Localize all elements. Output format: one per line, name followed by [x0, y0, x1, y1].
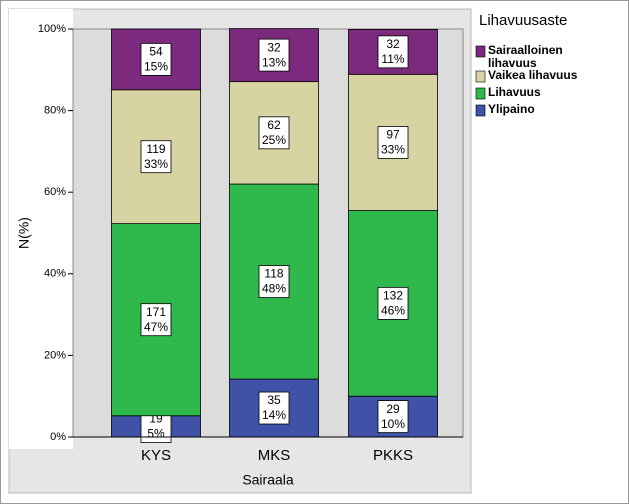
- data-label-box: [258, 391, 290, 425]
- legend-title: Lihavuusaste: [479, 12, 567, 29]
- data-label-percent: 33%: [381, 143, 405, 157]
- data-label-percent: 47%: [144, 320, 168, 334]
- data-label-percent: 11%: [381, 52, 404, 66]
- y-tick-label: 20%: [44, 349, 66, 361]
- legend-label: Vaikea lihavuus: [488, 68, 578, 82]
- data-label-count: 54: [149, 45, 163, 59]
- x-tick-label: MKS: [258, 447, 291, 464]
- data-label-box: [140, 140, 172, 174]
- x-tick-label: KYS: [141, 447, 171, 464]
- x-axis-label: Sairaala: [242, 472, 294, 488]
- data-label-percent: 25%: [262, 133, 286, 147]
- data-label-percent: 46%: [381, 304, 405, 318]
- legend-label: Ylipaino: [488, 102, 535, 116]
- y-tick-label: 100%: [38, 23, 66, 35]
- data-label-box: [377, 286, 409, 320]
- legend-label: Sairaalloinen lihavuus: [488, 43, 563, 70]
- data-label-box: [377, 126, 409, 159]
- y-axis-label: N(%): [16, 217, 32, 249]
- legend-swatch: [475, 104, 486, 117]
- data-label-box: [258, 265, 290, 298]
- data-label-percent: 10%: [381, 417, 405, 431]
- data-label-percent: 13%: [262, 55, 286, 69]
- y-tick-label: 0%: [50, 431, 66, 443]
- data-label-percent: 14%: [262, 408, 286, 422]
- data-label-percent: 15%: [144, 60, 168, 74]
- data-label-percent: 5%: [147, 427, 165, 441]
- legend-label: Lihavuus: [488, 85, 541, 99]
- data-label-count: 119: [146, 142, 165, 156]
- data-label-count: 35: [267, 393, 281, 407]
- data-label-count: 118: [264, 267, 283, 281]
- data-label-box: [140, 42, 172, 76]
- data-label-percent: 33%: [144, 157, 168, 171]
- y-tick-label: 40%: [44, 268, 66, 280]
- data-label-box: [377, 400, 409, 434]
- y-axis-area: [9, 9, 73, 449]
- data-label-count: 32: [267, 40, 281, 54]
- legend-swatch: [475, 70, 486, 83]
- legend-swatch: [475, 87, 486, 100]
- x-tick-label: PKKS: [373, 447, 413, 464]
- legend-swatch: [475, 45, 486, 58]
- data-label-box: [140, 303, 172, 337]
- data-label-count: 29: [386, 402, 400, 416]
- data-label-box: [377, 35, 409, 69]
- data-label-count: 97: [386, 128, 400, 142]
- data-label-count: 62: [267, 118, 281, 132]
- data-label-box: [258, 38, 290, 72]
- data-label-count: 32: [386, 37, 400, 51]
- data-label-percent: 48%: [262, 282, 286, 296]
- y-tick-label: 60%: [44, 186, 66, 198]
- data-label-count: 171: [146, 305, 166, 319]
- y-tick-label: 80%: [44, 105, 66, 117]
- data-label-box: [258, 116, 290, 150]
- data-label-count: 132: [383, 289, 403, 303]
